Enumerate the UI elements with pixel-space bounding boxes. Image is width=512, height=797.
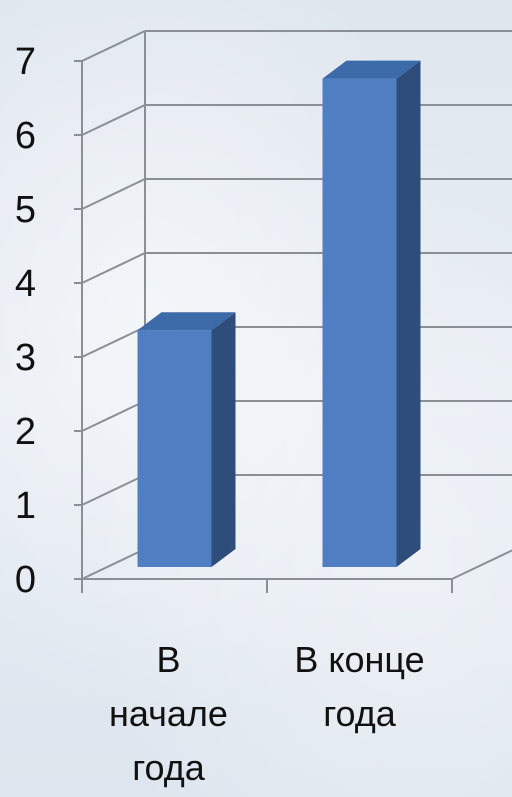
gridline-depth	[81, 400, 146, 432]
y-tick-label: 7	[15, 41, 36, 83]
y-tick-label: 5	[15, 189, 36, 231]
bar-top	[137, 312, 236, 331]
x-category-label-line: начале	[109, 693, 228, 734]
bar-front	[322, 78, 397, 567]
bar-side	[396, 60, 421, 567]
bars	[137, 60, 421, 567]
bar	[322, 60, 421, 567]
axes	[74, 60, 512, 593]
y-tick-label: 3	[15, 337, 36, 379]
x-category-label-line: В конце	[294, 639, 424, 680]
labels: 0 1 2 3 4 5 6 7 В начале года В конце года	[15, 41, 425, 788]
gridline-depth	[81, 548, 146, 580]
gridline-depth	[81, 30, 146, 62]
y-tick-label: 0	[15, 559, 36, 601]
gridline-depth	[81, 326, 146, 358]
bar-front	[137, 330, 212, 567]
gridline-depth	[81, 474, 146, 506]
bar-side	[211, 312, 236, 567]
x-category-label-line: года	[323, 693, 397, 734]
floor-edge	[451, 549, 512, 580]
bar-top	[322, 60, 421, 79]
gridline-depth	[81, 252, 146, 284]
x-category-label: В конце года	[294, 639, 424, 734]
x-category-label-line: В	[156, 639, 180, 680]
gridline-depth	[81, 178, 146, 210]
y-tick-label: 2	[15, 411, 36, 453]
y-tick-label: 1	[15, 485, 36, 527]
x-category-label-line: года	[132, 747, 206, 788]
bar	[137, 312, 236, 567]
y-tick-label: 4	[15, 263, 36, 305]
y-tick-label: 6	[15, 115, 36, 157]
gridline-depth	[81, 104, 146, 136]
